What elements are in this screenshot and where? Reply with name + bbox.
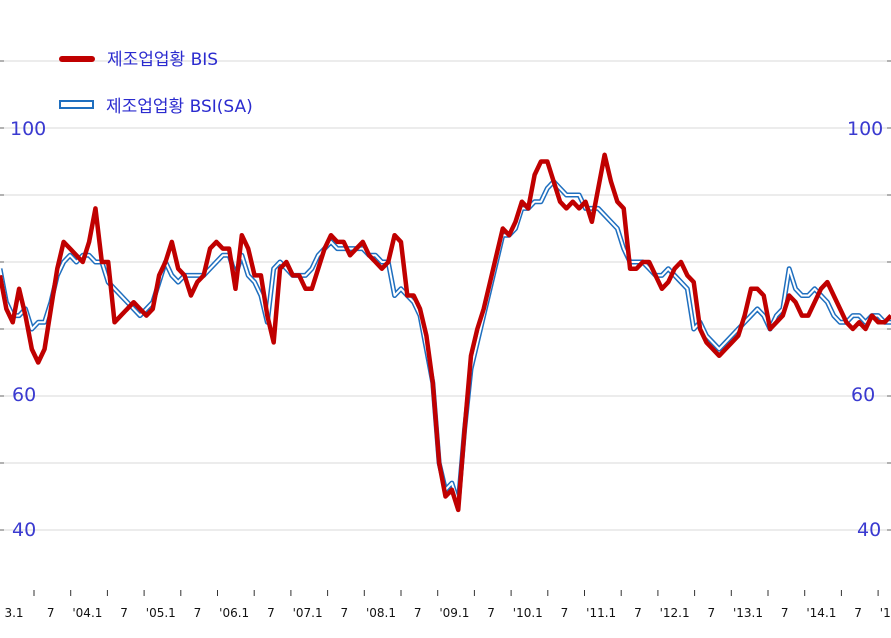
legend-label-bis: 제조업업황 BIS [107, 50, 218, 70]
x-tick-label-2: '04.1 [72, 606, 102, 620]
x-tick-label-3: 7 [120, 606, 128, 620]
x-tick-label-7: 7 [267, 606, 275, 620]
x-tick-label-8: '07.1 [293, 606, 323, 620]
y-tick-label-40-left: 40 [12, 519, 36, 541]
x-tick-label-10: '08.1 [366, 606, 396, 620]
x-tick-label-12: '09.1 [439, 606, 469, 620]
x-tick-label-0: 3.1 [4, 606, 23, 620]
x-axis: 3.1 7 '04.1 7 '05.1 7 '06.1 7 '07.1 7 '08.1 7 '09.1 7… [4, 590, 891, 620]
x-tick-label-11: 7 [414, 606, 422, 620]
legend: 제조업업황 BIS 제조업업황 BSI(SA) [59, 50, 253, 117]
left-y-axis: 100 60 40 [10, 118, 46, 541]
x-tick-label-20: '13.1 [733, 606, 763, 620]
x-tick-label-1: 7 [47, 606, 55, 620]
series-line-bsi-outer [0, 179, 891, 506]
y-tick-label-60-left: 60 [12, 384, 36, 406]
y-tick-label-100-left: 100 [10, 118, 46, 140]
x-tick-label-5: 7 [194, 606, 202, 620]
x-tick-label-4: '05.1 [146, 606, 176, 620]
x-tick-label-16: '11.1 [586, 606, 616, 620]
y-tick-label-100-right: 100 [847, 118, 883, 140]
x-tick-label-23: 7 [854, 606, 862, 620]
right-y-axis: 100 60 40 [847, 118, 883, 541]
x-tick-label-13: 7 [487, 606, 495, 620]
y-tick-label-40-right: 40 [857, 519, 881, 541]
x-tick-label-17: 7 [634, 606, 642, 620]
x-tick-label-6: '06.1 [219, 606, 249, 620]
grid-lines [0, 60, 891, 531]
legend-label-bsi: 제조업업황 BSI(SA) [106, 97, 253, 117]
x-tick-label-14: '10.1 [513, 606, 543, 620]
series-line-bsi-inner [0, 180, 891, 505]
x-tick-label-15: 7 [561, 606, 569, 620]
x-tick-label-24: '15.1 [880, 606, 891, 620]
x-tick-label-22: '14.1 [806, 606, 836, 620]
x-tick-label-21: 7 [781, 606, 789, 620]
y-tick-label-60-right: 60 [851, 384, 875, 406]
series-group [0, 152, 891, 513]
x-tick-label-18: '12.1 [660, 606, 690, 620]
legend-swatch-bsi [59, 100, 94, 109]
series-line-bis [0, 152, 891, 513]
x-tick-label-19: 7 [707, 606, 715, 620]
x-tick-label-9: 7 [340, 606, 348, 620]
